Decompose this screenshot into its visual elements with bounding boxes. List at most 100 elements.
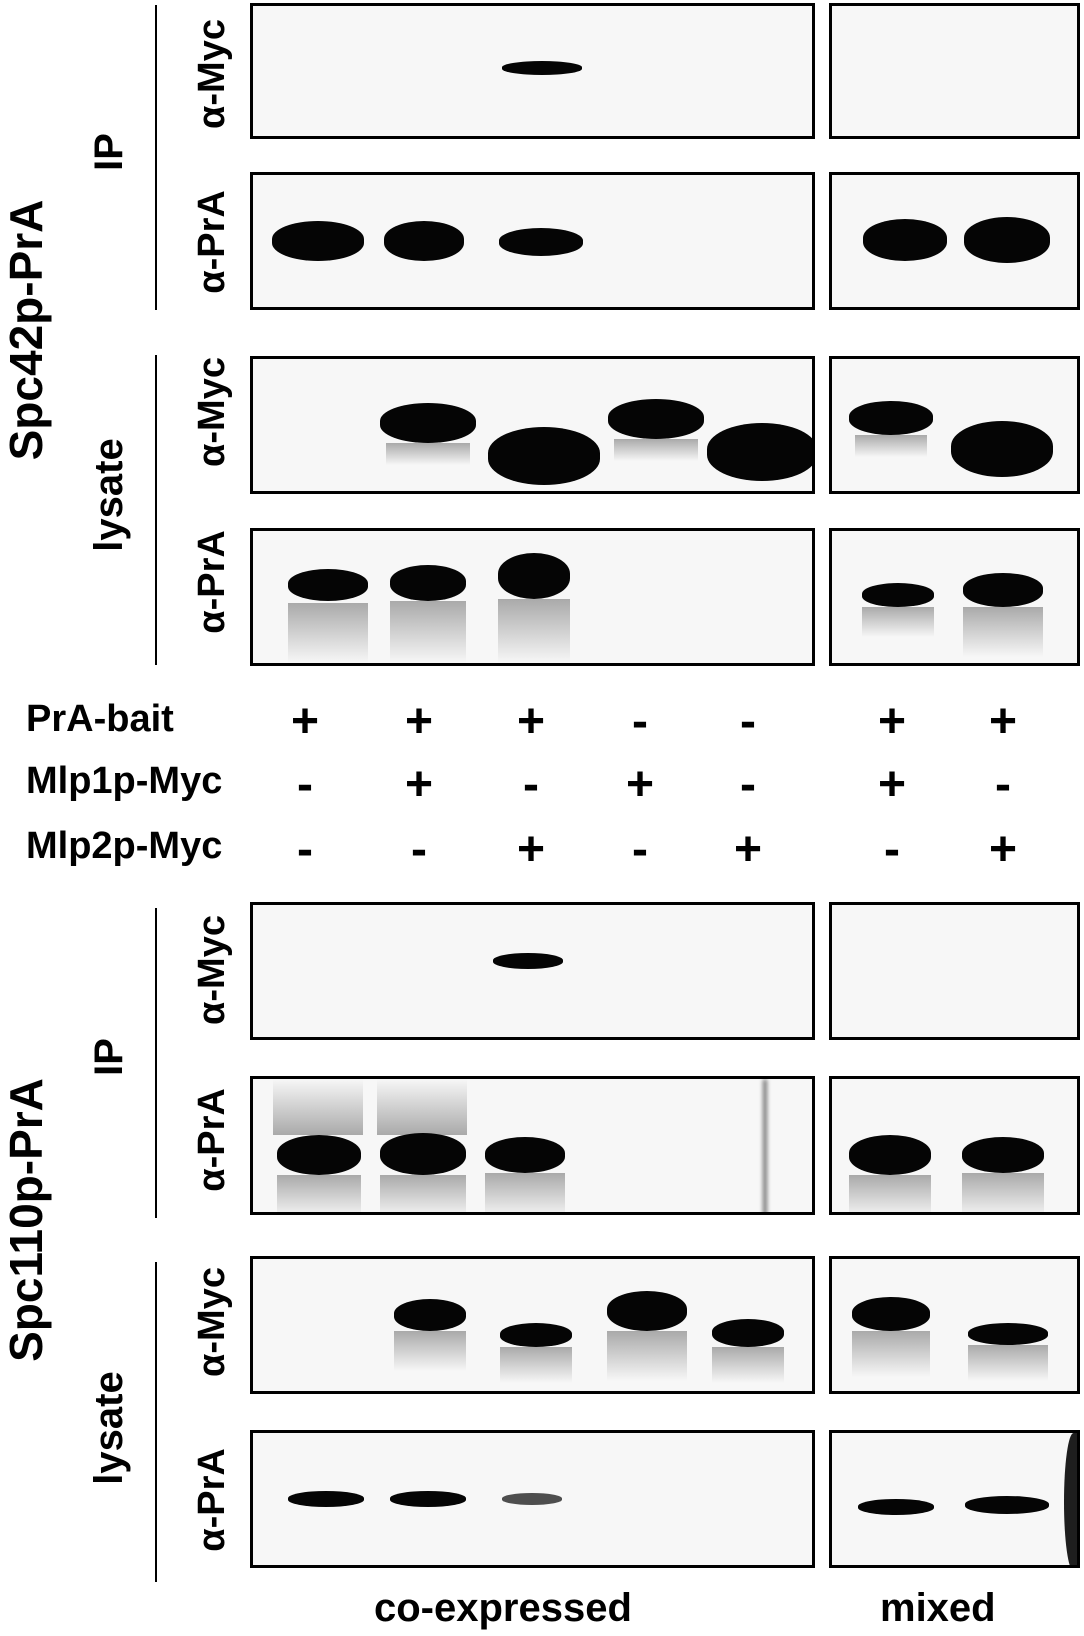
smear bbox=[380, 1175, 466, 1212]
mlp2p-myc-lane-5: + bbox=[733, 823, 763, 876]
smear bbox=[390, 601, 466, 663]
blot-ip-pra-coexpressed-top bbox=[250, 172, 815, 310]
smear bbox=[394, 1331, 466, 1371]
band bbox=[962, 1137, 1044, 1173]
blot-lysate-myc-mixed-bottom bbox=[829, 1256, 1080, 1394]
pra-bait-lane-2: + bbox=[404, 695, 434, 748]
smear bbox=[288, 603, 368, 663]
band bbox=[968, 1323, 1048, 1345]
mlp1p-myc-lane-1: - bbox=[297, 758, 313, 811]
smear bbox=[277, 1175, 361, 1212]
bracket-lysate-top bbox=[155, 355, 157, 665]
pra-bait-lane-1: + bbox=[290, 695, 320, 748]
condition-label-pra-bait: PrA-bait bbox=[26, 698, 174, 740]
blot-lysate-myc-mixed-top bbox=[829, 356, 1080, 494]
band bbox=[498, 553, 570, 599]
antibody-label-pra-1: α-PrA bbox=[191, 190, 233, 294]
antibody-label-myc-3: α-Myc bbox=[191, 915, 233, 1025]
band bbox=[488, 427, 600, 485]
antibody-label-pra-3: α-PrA bbox=[191, 1088, 233, 1192]
bracket-ip-top bbox=[155, 5, 157, 310]
group-label-lysate-bottom: lysate bbox=[87, 1371, 131, 1485]
band bbox=[500, 1323, 572, 1347]
band bbox=[608, 399, 704, 439]
smear bbox=[377, 1079, 467, 1135]
band bbox=[862, 583, 934, 607]
footer-label-coexpressed: co-expressed bbox=[374, 1586, 632, 1630]
band bbox=[863, 219, 947, 261]
smear bbox=[614, 439, 698, 461]
blot-lysate-pra-coexpressed-top bbox=[250, 528, 815, 666]
blot-lysate-pra-coexpressed-bottom bbox=[250, 1430, 815, 1568]
group-label-ip-bottom: IP bbox=[87, 1038, 131, 1076]
smear bbox=[485, 1173, 565, 1212]
band bbox=[963, 573, 1043, 607]
mlp2p-myc-lane-2: - bbox=[411, 823, 427, 876]
mlp2p-myc-lane-3: + bbox=[516, 823, 546, 876]
blot-ip-myc-mixed-bottom bbox=[829, 902, 1080, 1040]
band bbox=[849, 401, 933, 435]
mlp2p-myc-lane-1: - bbox=[297, 823, 313, 876]
antibody-label-pra-2: α-PrA bbox=[191, 530, 233, 634]
blot-ip-pra-mixed-top bbox=[829, 172, 1080, 310]
smear bbox=[273, 1079, 363, 1135]
band bbox=[485, 1137, 565, 1173]
blot-lysate-pra-mixed-bottom bbox=[829, 1430, 1080, 1568]
band bbox=[384, 221, 464, 261]
band bbox=[390, 1491, 466, 1507]
band bbox=[499, 228, 583, 256]
band bbox=[858, 1499, 934, 1515]
smear bbox=[607, 1331, 687, 1381]
band bbox=[390, 565, 466, 601]
mlp2p-myc-lane-6: - bbox=[884, 823, 900, 876]
blot-ip-pra-mixed-bottom bbox=[829, 1076, 1080, 1215]
strain-label-spc42: Spc42p-PrA bbox=[0, 199, 52, 461]
smear bbox=[712, 1347, 784, 1383]
pra-bait-lane-3: + bbox=[516, 695, 546, 748]
blot-lysate-myc-coexpressed-bottom bbox=[250, 1256, 815, 1394]
blot-ip-myc-coexpressed-top bbox=[250, 3, 815, 139]
band bbox=[272, 221, 364, 261]
condition-label-mlp2p-myc: Mlp2p-Myc bbox=[26, 825, 223, 867]
band bbox=[502, 1493, 562, 1505]
smear bbox=[962, 1173, 1044, 1212]
bracket-lysate-bottom bbox=[155, 1262, 157, 1582]
group-label-ip-top: IP bbox=[87, 133, 131, 171]
smear bbox=[963, 607, 1043, 657]
band bbox=[707, 423, 812, 481]
smear bbox=[855, 435, 927, 457]
smear bbox=[968, 1345, 1048, 1381]
antibody-label-myc-2: α-Myc bbox=[191, 357, 233, 467]
smear bbox=[852, 1331, 930, 1377]
smear bbox=[386, 443, 470, 465]
mlp1p-myc-lane-6: + bbox=[877, 758, 907, 811]
pra-bait-lane-4: - bbox=[632, 695, 648, 748]
band bbox=[394, 1299, 466, 1331]
band bbox=[288, 1491, 364, 1507]
smear bbox=[498, 599, 570, 663]
antibody-label-myc-4: α-Myc bbox=[191, 1267, 233, 1377]
smear bbox=[849, 1175, 931, 1212]
band bbox=[493, 953, 563, 969]
blot-ip-myc-coexpressed-bottom bbox=[250, 902, 815, 1040]
antibody-label-pra-4: α-PrA bbox=[191, 1448, 233, 1552]
mlp1p-myc-lane-5: - bbox=[740, 758, 756, 811]
band bbox=[288, 569, 368, 601]
band bbox=[852, 1297, 930, 1331]
band bbox=[712, 1319, 784, 1347]
mlp2p-myc-lane-7: + bbox=[988, 823, 1018, 876]
footer-label-mixed: mixed bbox=[880, 1586, 996, 1630]
antibody-label-myc-1: α-Myc bbox=[191, 19, 233, 129]
band bbox=[277, 1135, 361, 1175]
blot-lysate-myc-coexpressed-top bbox=[250, 356, 815, 494]
smear bbox=[862, 607, 934, 637]
pra-bait-lane-6: + bbox=[877, 695, 907, 748]
condition-label-mlp1p-myc: Mlp1p-Myc bbox=[26, 760, 223, 802]
mlp1p-myc-lane-4: + bbox=[625, 758, 655, 811]
strain-label-spc110: Spc110p-PrA bbox=[0, 1078, 52, 1362]
band bbox=[964, 217, 1050, 263]
band bbox=[380, 1133, 466, 1175]
band bbox=[502, 61, 582, 75]
blot-lysate-pra-mixed-top bbox=[829, 528, 1080, 666]
pra-bait-lane-7: + bbox=[988, 695, 1018, 748]
